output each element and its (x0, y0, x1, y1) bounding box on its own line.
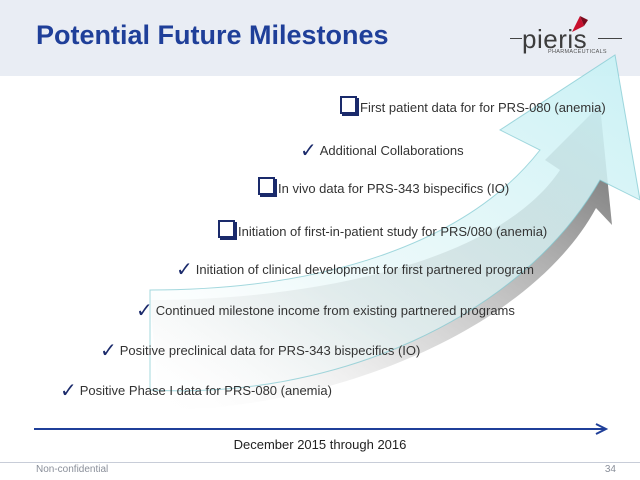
checkbox-empty-icon (258, 177, 275, 195)
checkmark-icon: ✓ (300, 138, 317, 162)
milestone-text: Positive Phase I data for PRS-080 (anemi… (79, 383, 332, 398)
milestone-text: First patient data for for PRS-080 (anem… (360, 100, 606, 115)
checkbox-empty-icon (340, 96, 357, 114)
milestone-item: ✓ Additional Collaborations (300, 138, 464, 162)
pieris-logo: pieris PHARMACEUTICALS (510, 14, 630, 64)
logo-subtitle: PHARMACEUTICALS (548, 49, 607, 55)
milestone-text: Continued milestone income from existing… (155, 303, 515, 318)
page-title: Potential Future Milestones (36, 20, 389, 50)
milestone-item: Initiation of first-in-patient study for… (218, 220, 547, 239)
page-number: 34 (604, 464, 616, 475)
milestone-item: ✓ Initiation of clinical development for… (176, 257, 534, 281)
milestone-text: In vivo data for PRS-343 bispecifics (IO… (278, 181, 510, 196)
milestone-text: Initiation of first-in-patient study for… (238, 224, 548, 239)
milestone-text: Positive preclinical data for PRS-343 bi… (119, 343, 421, 358)
checkmark-icon: ✓ (60, 378, 77, 402)
checkmark-icon: ✓ (136, 298, 153, 322)
milestone-item: ✓ Positive Phase I data for PRS-080 (ane… (60, 378, 332, 402)
milestone-item: First patient data for for PRS-080 (anem… (340, 96, 606, 115)
milestone-text: Initiation of clinical development for f… (195, 262, 534, 277)
milestone-text: Additional Collaborations (319, 143, 464, 158)
header-band: Potential Future Milestones pieris PHARM… (0, 0, 640, 76)
footer-divider (0, 462, 640, 463)
checkmark-icon: ✓ (100, 338, 117, 362)
timeline-label: December 2015 through 2016 (233, 437, 407, 452)
footer-confidentiality: Non-confidential (36, 464, 109, 475)
milestone-item: In vivo data for PRS-343 bispecifics (IO… (258, 177, 509, 196)
checkmark-icon: ✓ (176, 257, 193, 281)
logo-mark-icon (572, 16, 588, 32)
milestone-item: ✓ Continued milestone income from existi… (136, 298, 515, 322)
milestone-item: ✓ Positive preclinical data for PRS-343 … (100, 338, 421, 362)
checkbox-empty-icon (218, 220, 235, 238)
